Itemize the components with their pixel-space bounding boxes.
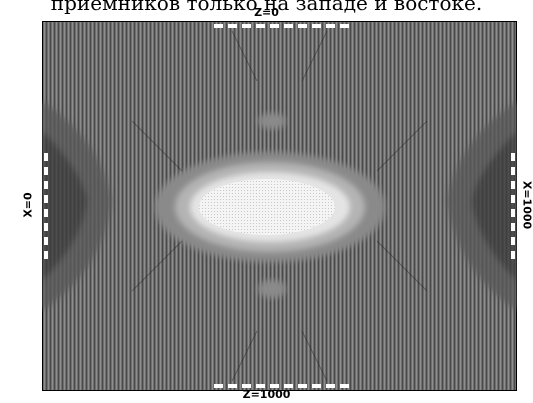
receivers-left (44, 153, 48, 259)
axis-label-bottom: Z=1000 (242, 388, 291, 401)
left-wave-bands (42, 101, 112, 311)
field-image (42, 21, 517, 391)
axis-label-top: Z=0 (254, 6, 279, 19)
field-svg (42, 21, 517, 391)
header-caption-text: приемников только на западе и востоке. (50, 0, 483, 15)
axis-label-right: X=1000 (520, 180, 533, 230)
central-anomaly (155, 152, 385, 262)
receivers-top (214, 24, 349, 28)
receivers-bottom (214, 384, 349, 388)
diagonal-streaks (131, 30, 428, 382)
receivers-right (511, 153, 515, 259)
right-wave-bands (447, 101, 517, 311)
lower-blob (258, 280, 286, 298)
upper-blob (258, 113, 286, 129)
axis-label-left: X=0 (21, 192, 35, 218)
